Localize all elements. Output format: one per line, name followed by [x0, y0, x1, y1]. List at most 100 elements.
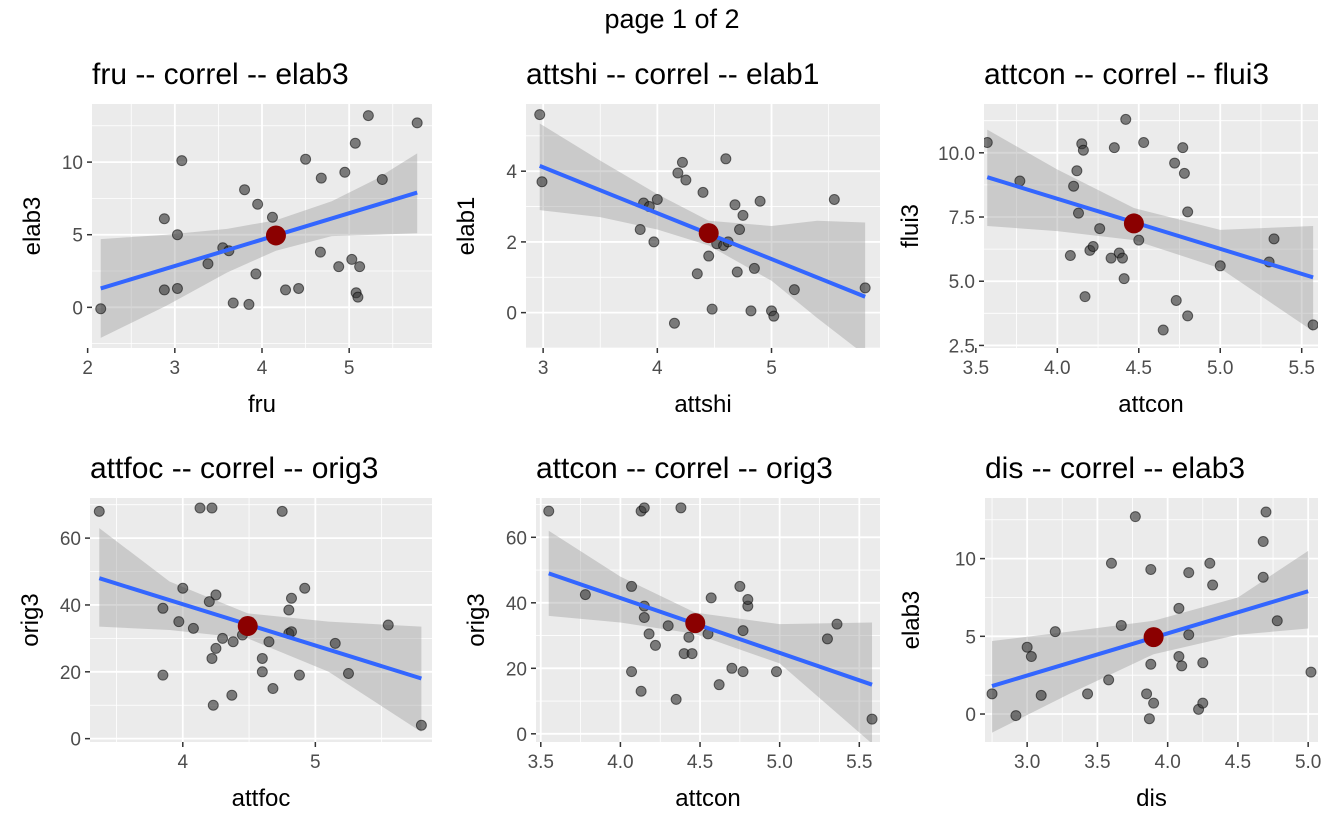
- data-point: [866, 713, 878, 725]
- data-layer: [543, 502, 878, 742]
- data-point: [1087, 241, 1099, 253]
- data-point: [1169, 157, 1181, 169]
- data-point: [1025, 651, 1037, 663]
- chart-panel-1: 2 3 4 5 0 5 10 fru -- correl -- elab3 fru elab3: [19, 58, 432, 418]
- x-tick-label: 4.0: [607, 752, 633, 773]
- data-point: [1148, 697, 1160, 709]
- data-point: [1177, 142, 1189, 154]
- y-tick-label: 10: [955, 550, 976, 571]
- y-axis-label: elab3: [19, 197, 46, 256]
- mean-point: [265, 225, 286, 246]
- data-point: [1170, 294, 1182, 306]
- y-axis-label: elab3: [898, 591, 925, 650]
- data-layer: [986, 506, 1317, 733]
- data-point: [1103, 674, 1115, 686]
- data-point: [203, 596, 215, 608]
- data-point: [859, 282, 871, 294]
- data-layer: [534, 109, 871, 348]
- data-point: [1197, 697, 1209, 709]
- data-point: [243, 298, 255, 310]
- data-point: [788, 284, 800, 296]
- data-point: [95, 303, 107, 315]
- data-point: [1010, 710, 1022, 722]
- data-point: [158, 213, 170, 225]
- data-point: [734, 224, 746, 236]
- data-point: [737, 209, 749, 221]
- data-point: [984, 137, 993, 149]
- x-tick-label: 2: [82, 358, 93, 379]
- data-point: [705, 592, 717, 604]
- y-tick-label: 0: [516, 725, 527, 746]
- data-point: [1118, 273, 1130, 285]
- data-point: [202, 258, 214, 270]
- x-tick-label: 3.0: [1014, 752, 1040, 773]
- data-point: [635, 685, 647, 697]
- x-tick-label: 4: [652, 358, 663, 379]
- data-point: [754, 195, 766, 207]
- data-point: [171, 229, 183, 241]
- data-point: [283, 604, 295, 616]
- mean-point: [698, 223, 719, 244]
- data-point: [339, 166, 351, 178]
- data-point: [1197, 657, 1209, 669]
- data-point: [1268, 233, 1280, 245]
- x-axis-label: attshi: [674, 391, 731, 418]
- mean-point: [1123, 213, 1144, 234]
- y-tick-label: 10: [62, 153, 83, 174]
- x-tick-label: 3.5: [528, 752, 554, 773]
- x-tick-label: 5.0: [1207, 358, 1233, 379]
- y-tick-label: 20: [60, 663, 81, 684]
- data-point: [986, 688, 998, 700]
- y-tick-label: 5: [72, 226, 83, 247]
- data-point: [411, 117, 423, 129]
- data-point: [536, 176, 548, 188]
- y-tick-label: 4: [506, 162, 517, 183]
- data-point: [1049, 626, 1061, 638]
- y-tick-label: 5: [965, 627, 976, 648]
- data-point: [276, 505, 288, 517]
- y-tick-label: 0: [72, 298, 83, 319]
- mean-point: [685, 613, 706, 634]
- data-point: [176, 155, 188, 167]
- data-point: [263, 636, 275, 648]
- data-point: [187, 622, 199, 634]
- data-point: [697, 186, 709, 198]
- data-point: [293, 669, 305, 681]
- data-point: [1116, 252, 1128, 264]
- data-point: [1214, 260, 1226, 272]
- data-point: [670, 693, 682, 705]
- x-axis-label: dis: [1136, 785, 1167, 812]
- chart-panel-2: 3 4 5 0 2 4 attshi -- correl -- elab1 attshi ela…: [453, 58, 880, 418]
- data-point: [729, 199, 741, 211]
- chart-panel-6: 3.0 3.5 4.0 4.5 5.0 0 5 10 dis -- correl -- elab…: [898, 452, 1321, 812]
- data-point: [1082, 688, 1094, 700]
- x-tick-label: 4: [178, 752, 189, 773]
- minor-grid: [985, 498, 1318, 742]
- x-tick-label: 4.0: [1044, 358, 1070, 379]
- regression-line: [98, 576, 422, 681]
- data-point: [1173, 651, 1185, 663]
- data-point: [534, 109, 546, 121]
- page-label: page 1 of 2: [604, 4, 740, 34]
- y-tick-label: 40: [60, 596, 81, 617]
- data-point: [157, 669, 169, 681]
- data-point: [672, 167, 684, 179]
- data-point: [703, 250, 715, 262]
- data-point: [314, 246, 326, 258]
- data-point: [1120, 113, 1132, 125]
- data-point: [415, 719, 427, 731]
- mean-point: [1143, 627, 1164, 648]
- data-point: [1105, 252, 1117, 264]
- data-point: [1271, 615, 1283, 627]
- data-point: [329, 637, 341, 649]
- x-tick-label: 4.5: [1225, 752, 1251, 773]
- data-point: [831, 618, 843, 630]
- data-point: [676, 156, 688, 168]
- data-point: [382, 619, 394, 631]
- data-point: [1183, 629, 1195, 641]
- data-point: [194, 502, 206, 514]
- y-tick-label: 2.5: [949, 336, 975, 357]
- y-axis-label: orig3: [463, 593, 490, 646]
- data-layer: [95, 110, 423, 338]
- panel-title: attshi -- correl -- elab1: [526, 58, 819, 91]
